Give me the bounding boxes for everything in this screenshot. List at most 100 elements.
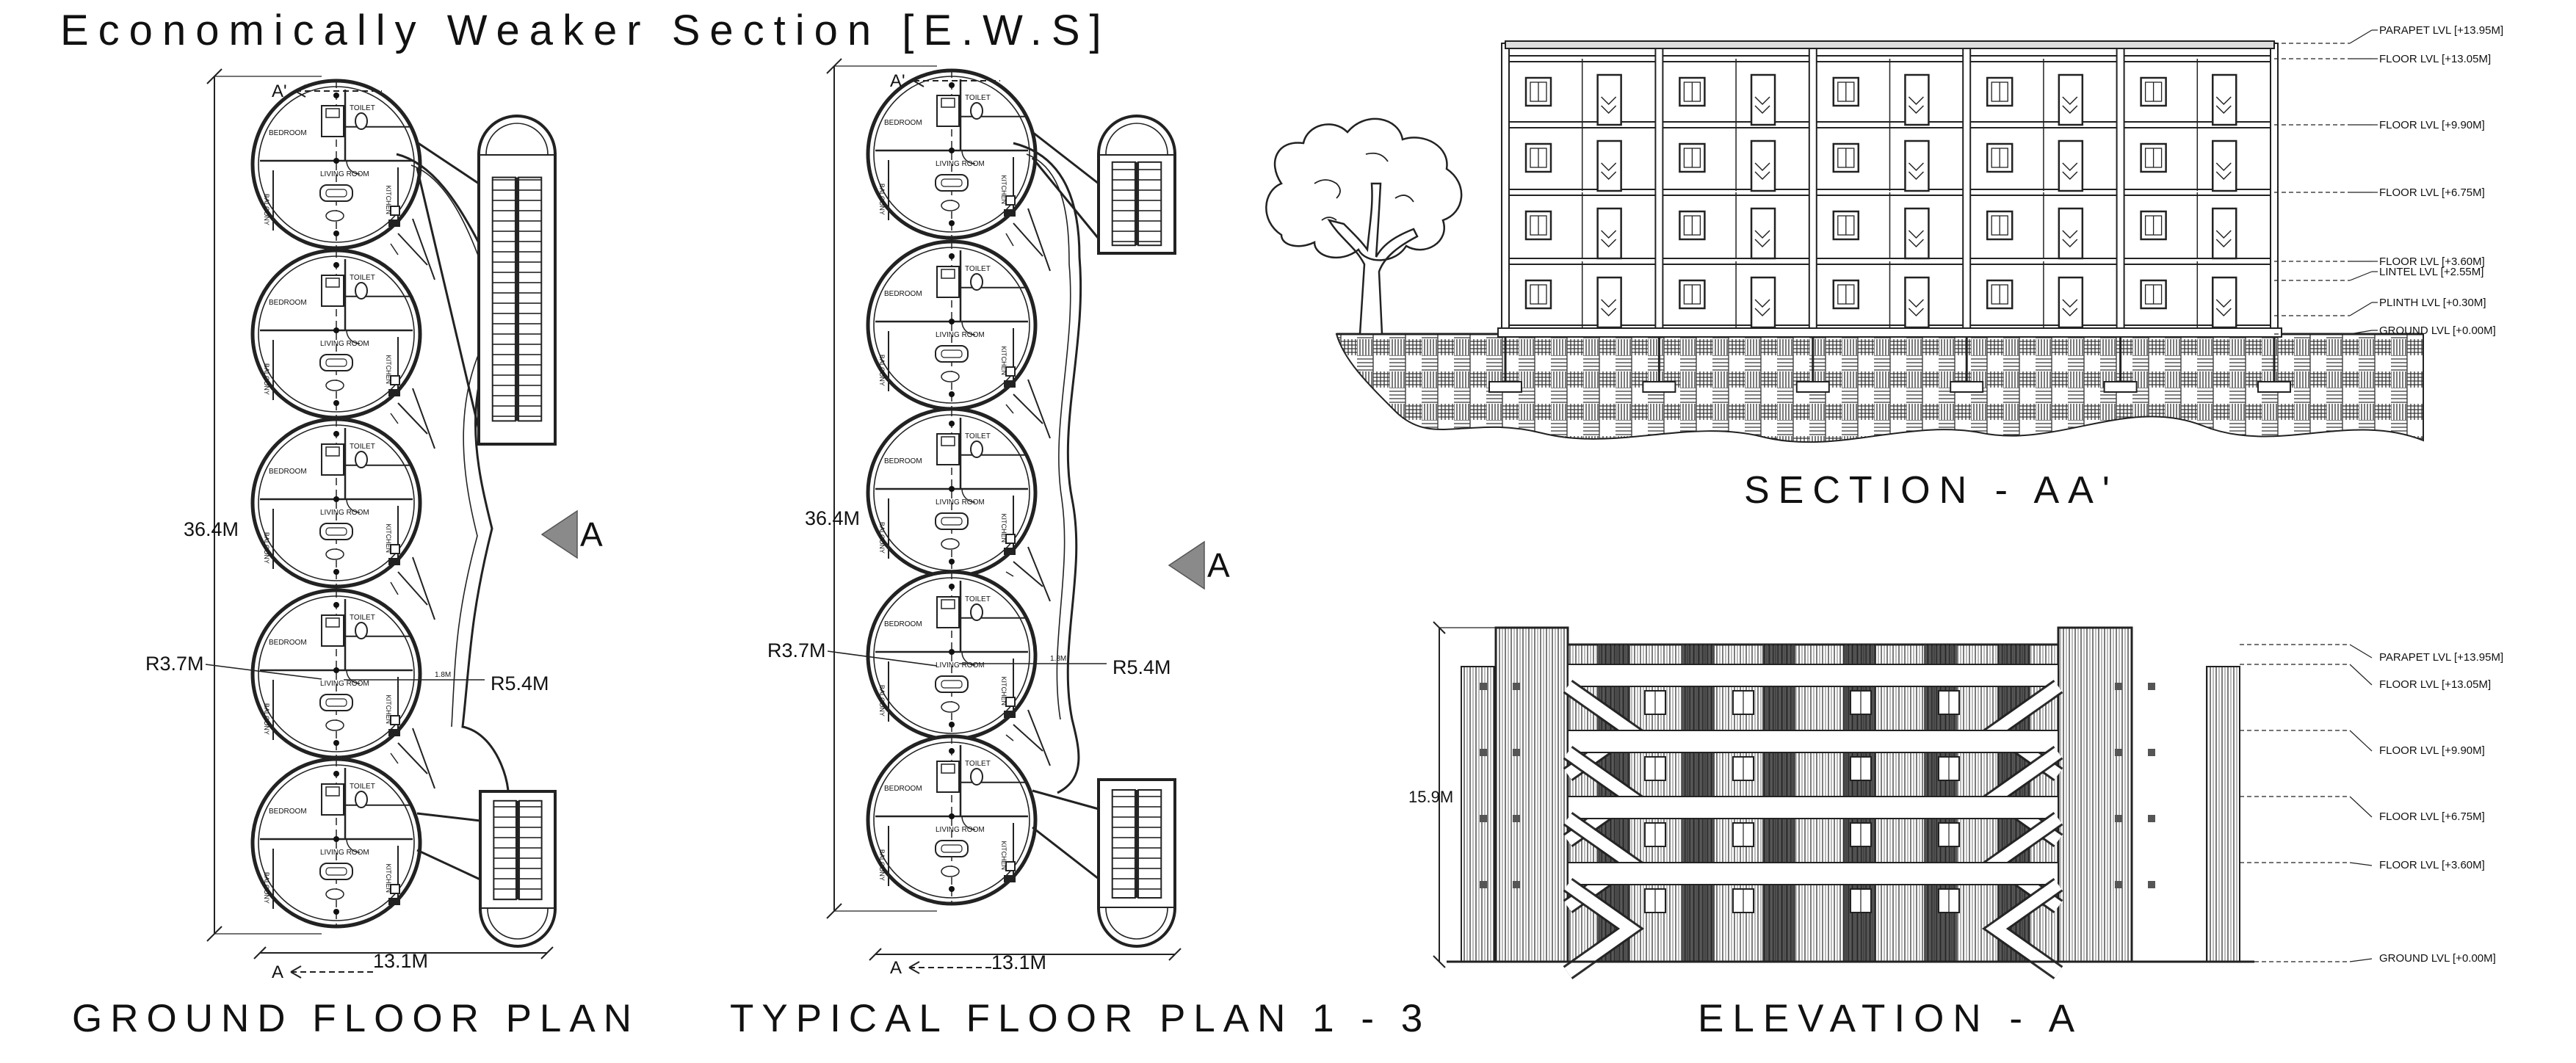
door-panel: [1754, 96, 1770, 115]
corridor-grid: [412, 728, 435, 789]
room-label-bedroom: BEDROOM: [884, 119, 922, 127]
corridor-grid: [1013, 724, 1043, 752]
stair-connector: [416, 849, 481, 881]
column: [949, 559, 955, 565]
room-label-kitchen: KITCHEN: [385, 355, 392, 385]
corridor-grid: [397, 742, 428, 774]
stove: [388, 558, 400, 565]
door: [2211, 276, 2237, 329]
room-label-bedroom: BEDROOM: [269, 299, 307, 307]
room-label-bedroom: BEDROOM: [884, 785, 922, 793]
column: [949, 253, 955, 259]
room-label-balcony: BALCONY: [263, 532, 270, 564]
corridor-zigzag-left-fill: [1564, 879, 1640, 978]
end-wall-left: [1461, 666, 1495, 962]
pillow: [325, 277, 340, 288]
room-label-living-room: LIVING ROOM: [936, 331, 985, 339]
pillow: [941, 599, 955, 609]
section-level-label: LINTEL LVL [+2.55M]: [2379, 266, 2483, 278]
wc: [355, 282, 368, 300]
column: [949, 319, 955, 324]
room-label-toilet: TOILET: [965, 94, 991, 102]
stove: [1004, 711, 1016, 718]
stair-core-curve: [479, 908, 557, 948]
door-panel: [2215, 230, 2232, 248]
stair-flight: [1137, 789, 1162, 899]
stove: [1004, 548, 1016, 555]
column: [949, 486, 955, 492]
sofa-cushion: [941, 680, 963, 689]
door: [1904, 139, 1930, 192]
footing: [1642, 381, 1676, 393]
wc: [355, 791, 368, 808]
wc: [970, 273, 983, 291]
column: [949, 421, 955, 427]
table: [941, 371, 960, 382]
room-label-toilet: TOILET: [350, 274, 375, 282]
dimension-width-label: 13.1M: [373, 950, 428, 972]
stove: [388, 729, 400, 736]
door-swing: [346, 160, 361, 175]
door-swing: [346, 330, 361, 344]
door-panel: [2215, 96, 2232, 115]
door-swing: [346, 838, 361, 853]
section-level-label: FLOOR LVL [+13.05M]: [2379, 53, 2491, 65]
door-swing: [961, 150, 976, 164]
stair-tower-right: [2057, 626, 2133, 963]
sofa-cushion: [941, 517, 963, 526]
sofa-cushion: [325, 867, 347, 876]
sink: [390, 884, 400, 894]
column: [1808, 43, 1817, 335]
level-leader: [2349, 730, 2373, 752]
stove: [388, 898, 400, 905]
room-label-balcony: BALCONY: [263, 703, 270, 735]
stair-core-curve-inner: [487, 908, 549, 940]
dimension-tick: [540, 946, 554, 959]
elevation-level-label: GROUND LVL [+0.00M]: [2379, 952, 2496, 965]
floor-band: [1567, 862, 2059, 885]
sink: [1005, 697, 1016, 707]
corridor-grid: [390, 752, 399, 764]
sink: [390, 544, 400, 554]
floor-band: [1567, 796, 2059, 819]
elevation-marker-triangle: [540, 509, 578, 559]
elevation-marker-label: A: [580, 515, 603, 554]
table: [325, 380, 344, 391]
radius-leader: [205, 664, 322, 680]
tower-window: [1480, 815, 1487, 822]
room-label-bedroom: BEDROOM: [269, 808, 307, 816]
wc: [970, 768, 983, 786]
plinth: [1497, 327, 2282, 338]
door: [2211, 207, 2237, 260]
pillow: [941, 269, 955, 279]
tower-window: [1480, 749, 1487, 756]
column: [949, 886, 955, 892]
section-mark-top: A': [272, 81, 287, 101]
room-label-toilet: TOILET: [350, 104, 375, 112]
room-label-balcony: BALCONY: [263, 872, 270, 904]
door-swing: [961, 816, 976, 830]
column: [949, 584, 955, 589]
level-leader: [2349, 302, 2373, 316]
stair-connector: [1032, 826, 1099, 880]
table: [325, 888, 344, 900]
section-title: SECTION - AA': [1744, 469, 2119, 512]
stove: [388, 389, 400, 396]
level-leader: [2349, 29, 2373, 44]
elevation-title: ELEVATION - A: [1698, 997, 2084, 1040]
column: [333, 909, 339, 915]
column: [333, 158, 339, 164]
room-label-bedroom: BEDROOM: [269, 129, 307, 137]
tower-window: [1513, 683, 1520, 690]
stair-core-curve-inner: [485, 123, 549, 155]
room-label-balcony: BALCONY: [878, 522, 886, 554]
section-arrow-head: [294, 84, 306, 98]
corridor-grid: [1027, 546, 1051, 602]
radius-label-unit: R3.7M: [767, 639, 826, 661]
table: [941, 538, 960, 550]
corridor-grid: [1013, 222, 1043, 257]
table: [941, 200, 960, 211]
section-level-label: FLOOR LVL [+3.60M]: [2379, 255, 2485, 268]
dimension-tick: [1168, 948, 1182, 961]
